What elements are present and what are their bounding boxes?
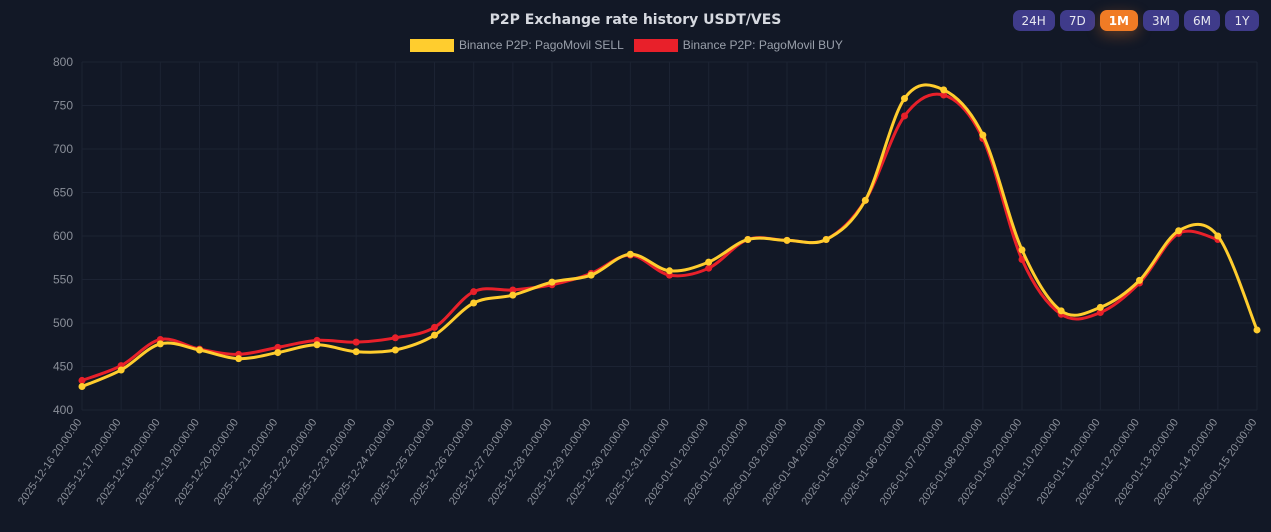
data-point-sell[interactable] — [313, 341, 321, 349]
data-point-sell[interactable] — [78, 383, 86, 391]
legend-swatch-sell — [410, 38, 454, 52]
data-point-sell[interactable] — [117, 366, 125, 374]
data-point-buy[interactable] — [431, 323, 438, 331]
range-button-3m[interactable]: 3M — [1143, 10, 1179, 31]
range-selector: 24H 7D 1M 3M 6M 1Y — [1012, 10, 1259, 31]
y-tick-label: 550 — [53, 273, 73, 287]
data-point-sell[interactable] — [1136, 276, 1143, 284]
range-button-1y[interactable]: 1Y — [1225, 10, 1259, 31]
data-point-sell[interactable] — [901, 95, 908, 103]
data-point-sell[interactable] — [274, 349, 282, 357]
range-button-24h[interactable]: 24H — [1012, 10, 1055, 31]
legend-label-sell: Binance P2P: PagoMovil SELL — [459, 38, 624, 52]
y-tick-label: 450 — [53, 360, 73, 374]
data-point-sell[interactable] — [705, 258, 713, 266]
data-point-sell[interactable] — [1253, 326, 1261, 334]
data-point-buy[interactable] — [705, 264, 713, 272]
series-line-buy — [81, 92, 1219, 382]
y-tick-label: 650 — [53, 186, 73, 200]
data-point-sell[interactable] — [196, 346, 203, 354]
legend-item-buy[interactable]: Binance P2P: PagoMovil BUY — [633, 38, 843, 52]
data-point-sell[interactable] — [1096, 303, 1104, 311]
data-point-sell[interactable] — [470, 299, 478, 307]
data-point-sell[interactable] — [861, 196, 869, 204]
legend-item-sell[interactable]: Binance P2P: PagoMovil SELL — [410, 38, 624, 52]
data-point-sell[interactable] — [783, 236, 791, 244]
legend-swatch-buy — [633, 38, 678, 52]
y-tick-label: 600 — [53, 229, 73, 243]
data-point-sell[interactable] — [352, 348, 360, 356]
data-point-sell[interactable] — [431, 331, 438, 339]
data-point-sell[interactable] — [548, 278, 556, 286]
data-point-buy[interactable] — [509, 286, 517, 294]
data-point-buy[interactable] — [1096, 309, 1104, 317]
data-point-sell[interactable] — [940, 86, 948, 94]
y-tick-label: 500 — [53, 316, 73, 330]
data-point-sell[interactable] — [666, 267, 673, 275]
data-point-sell[interactable] — [1214, 232, 1222, 240]
data-point-sell[interactable] — [1018, 246, 1026, 254]
y-tick-label: 750 — [53, 99, 73, 113]
y-axis: 400 450 500 550 600 650 700 750 800 — [53, 55, 73, 417]
y-tick-label: 800 — [53, 55, 73, 69]
data-point-buy[interactable] — [274, 343, 282, 351]
data-point-sell[interactable] — [509, 291, 517, 299]
data-point-buy[interactable] — [391, 334, 399, 342]
data-point-sell[interactable] — [979, 131, 987, 139]
legend: Binance P2P: PagoMovil SELL Binance P2P:… — [410, 38, 847, 52]
data-point-sell[interactable] — [235, 355, 243, 363]
data-point-buy[interactable] — [901, 112, 908, 120]
data-point-sell[interactable] — [744, 235, 752, 243]
range-button-7d[interactable]: 7D — [1059, 10, 1095, 31]
data-point-sell[interactable] — [626, 250, 634, 258]
data-point-buy[interactable] — [940, 91, 948, 99]
data-point-buy[interactable] — [470, 288, 478, 296]
data-point-buy[interactable] — [1018, 255, 1026, 263]
data-point-sell[interactable] — [156, 340, 164, 348]
range-button-1m[interactable]: 1M — [1099, 10, 1138, 31]
data-point-sell[interactable] — [1175, 227, 1183, 235]
y-tick-label: 400 — [53, 403, 73, 417]
y-tick-label: 700 — [53, 142, 73, 156]
data-point-sell[interactable] — [822, 235, 830, 243]
data-point-sell[interactable] — [391, 346, 399, 354]
series-line-sell — [81, 83, 1259, 388]
data-point-buy[interactable] — [352, 338, 360, 346]
data-point-buy[interactable] — [78, 376, 86, 384]
chart-title: P2P Exchange rate history USDT/VES — [489, 12, 782, 28]
series — [78, 83, 1261, 391]
legend-label-buy: Binance P2P: PagoMovil BUY — [682, 38, 843, 52]
range-button-6m[interactable]: 6M — [1184, 10, 1220, 31]
data-point-sell[interactable] — [587, 271, 595, 279]
data-point-sell[interactable] — [1057, 307, 1065, 315]
